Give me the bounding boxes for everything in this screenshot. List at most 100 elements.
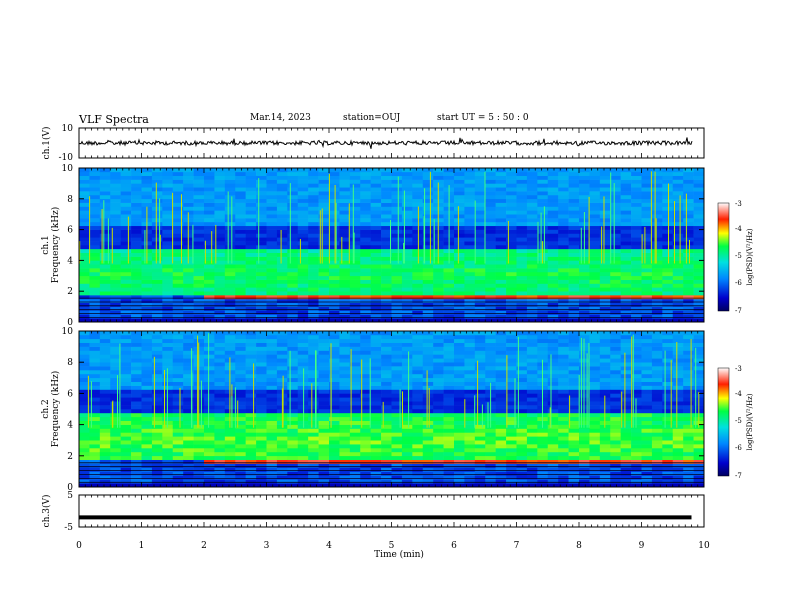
spectrogram-cell	[276, 350, 288, 355]
spectrogram-cell	[495, 420, 507, 425]
spectrogram-cell	[443, 389, 455, 394]
spectrogram-cell	[329, 175, 340, 180]
spectrogram-cell	[422, 377, 434, 382]
spectrogram-cell	[79, 237, 90, 242]
spectrogram-cell	[204, 310, 215, 315]
spectrogram-cell	[454, 306, 465, 311]
spectrogram-cell	[599, 206, 611, 211]
spectrogram-cell	[662, 171, 674, 176]
spectrogram-cell	[443, 302, 455, 307]
spectrogram-cell	[266, 183, 278, 188]
spectrogram-cell	[610, 318, 621, 323]
spectrogram-cell	[183, 334, 194, 340]
spectrogram-cell	[412, 233, 424, 238]
spectrogram-cell	[672, 334, 684, 340]
spectrogram-cell	[266, 260, 278, 265]
spectrogram-cell	[558, 295, 569, 300]
spectrogram-cell	[401, 338, 413, 343]
spectrogram-cell	[183, 287, 194, 292]
spectrogram-cell	[79, 448, 90, 453]
spectrogram-cell	[537, 331, 549, 336]
spectrogram-cell	[683, 346, 694, 351]
spectrogram-cell	[506, 393, 517, 398]
spectrogram-cell	[568, 233, 580, 238]
spectrogram-cell	[99, 479, 111, 484]
spectrogram-cell	[318, 183, 330, 188]
spectrogram-cell	[79, 206, 90, 211]
spectrogram-cell	[120, 362, 132, 367]
spectrogram-cell	[162, 354, 174, 359]
spectrogram-cell	[141, 358, 153, 363]
spectrogram-cell	[89, 350, 101, 355]
spectrogram-cell	[287, 218, 299, 223]
spectrogram-cell	[89, 373, 101, 379]
spectrogram-cell	[172, 393, 184, 398]
spectrogram-cell	[297, 338, 309, 343]
spectrogram-cell	[131, 287, 142, 292]
spectrogram-cell	[172, 428, 184, 433]
spectrogram-cell	[568, 229, 580, 234]
spectrogram-cell	[172, 479, 184, 484]
spectrogram-cell	[256, 483, 267, 488]
spectrogram-cell	[391, 424, 403, 429]
spectrogram-cell	[183, 467, 194, 472]
spectrogram-cell	[485, 229, 496, 234]
spectrogram-cell	[422, 412, 434, 418]
spectrogram-cell	[214, 279, 226, 284]
spectrogram-cell	[526, 354, 538, 359]
spectrogram-cell	[464, 467, 476, 472]
spectrogram-cell	[110, 412, 121, 418]
spectrogram-cell	[183, 389, 194, 394]
spectrogram-cell	[641, 338, 653, 343]
spectrogram-cell	[568, 306, 580, 311]
spectrogram-cell	[224, 229, 236, 234]
spectrogram-cell	[245, 275, 257, 280]
spectrogram-cell	[443, 471, 455, 476]
spectrogram-cell	[276, 342, 288, 347]
spectrogram-cell	[610, 370, 621, 375]
spectrogram-cell	[651, 373, 663, 379]
spectrogram-cell	[537, 194, 549, 200]
spectrogram-cell	[683, 389, 694, 394]
spectrogram-cell	[151, 171, 163, 176]
spectrogram-cell	[99, 448, 111, 453]
spectrogram-cell	[99, 389, 111, 394]
spectrogram-cell	[485, 210, 496, 215]
spectrogram-cell	[568, 221, 580, 227]
spectrogram-cell	[339, 298, 351, 304]
spectrogram-cell	[151, 271, 163, 277]
spectrogram-cell	[360, 432, 371, 437]
spectrogram-cell	[256, 306, 267, 311]
spectrogram-cell	[651, 463, 663, 468]
spectrogram-cell	[474, 397, 486, 402]
spectrogram-cell	[214, 428, 226, 433]
spectrogram-cell	[381, 331, 392, 336]
spectrogram-cell	[568, 483, 580, 488]
spectrogram-cell	[526, 428, 538, 433]
spectrogram-cell	[172, 318, 184, 323]
spectrogram-cell	[464, 420, 476, 425]
spectrogram-cell	[214, 483, 226, 488]
spectrogram-cell	[662, 420, 674, 425]
spectrogram-cell	[589, 194, 601, 200]
spectrogram-cell	[474, 264, 486, 269]
spectrogram-cell	[266, 405, 278, 410]
spectrogram-cell	[318, 459, 330, 464]
spectrogram-cell	[485, 440, 496, 445]
spectrogram-cell	[214, 218, 226, 223]
spectrogram-cell	[631, 221, 642, 227]
spectrogram-cell	[110, 451, 121, 457]
spectrogram-cell	[485, 358, 496, 363]
spectrogram-cell	[422, 248, 434, 253]
spectrogram-cell	[672, 264, 684, 269]
spectrogram-cell	[162, 218, 174, 223]
spectrogram-cell	[79, 283, 90, 288]
spectrogram-cell	[256, 467, 267, 472]
spectrogram-cell	[99, 279, 111, 284]
spectrogram-cell	[256, 233, 267, 238]
spectrogram-cell	[568, 237, 580, 242]
spectrogram-cell	[204, 283, 215, 288]
spectrogram-cell	[172, 187, 184, 192]
spectrogram-cell	[443, 459, 455, 464]
spectrogram-cell	[610, 210, 621, 215]
